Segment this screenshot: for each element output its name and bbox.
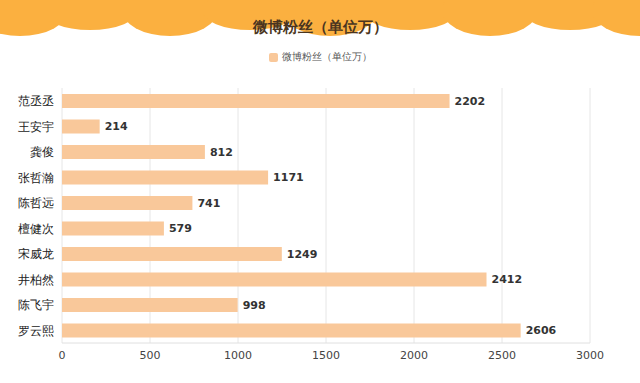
svg-text:井柏然: 井柏然 <box>18 273 54 287</box>
svg-text:1000: 1000 <box>224 349 252 362</box>
svg-text:范丞丞: 范丞丞 <box>18 94 54 108</box>
svg-text:3000: 3000 <box>576 349 604 362</box>
svg-text:陈哲远: 陈哲远 <box>18 196 54 210</box>
svg-text:741: 741 <box>197 197 220 210</box>
svg-text:1500: 1500 <box>312 349 340 362</box>
svg-text:2606: 2606 <box>526 324 557 337</box>
svg-text:宋威龙: 宋威龙 <box>18 247 54 261</box>
svg-text:王安宇: 王安宇 <box>18 120 54 134</box>
svg-text:罗云熙: 罗云熙 <box>18 324 54 338</box>
svg-text:1249: 1249 <box>287 248 318 261</box>
svg-text:2000: 2000 <box>400 349 428 362</box>
html-text:微博粉丝（单位万）: 微博粉丝（单位万） <box>252 18 388 36</box>
svg-text:1171: 1171 <box>273 171 304 184</box>
svg-text:2202: 2202 <box>455 95 486 108</box>
svg-text:檀健次: 檀健次 <box>18 222 54 236</box>
svg-text:998: 998 <box>243 299 266 312</box>
svg-text:579: 579 <box>169 222 192 235</box>
svg-text:龚俊: 龚俊 <box>30 145 54 159</box>
svg-text:2412: 2412 <box>492 273 523 286</box>
svg-text:2500: 2500 <box>488 349 516 362</box>
svg-text:812: 812 <box>210 146 233 159</box>
html-text:微博粉丝（单位万）: 微博粉丝（单位万） <box>281 51 372 62</box>
svg-text:张哲瀚: 张哲瀚 <box>18 171 54 185</box>
svg-text:0: 0 <box>59 349 66 362</box>
svg-text:214: 214 <box>105 120 128 133</box>
svg-text:500: 500 <box>140 349 161 362</box>
svg-text:陈飞宇: 陈飞宇 <box>18 298 54 312</box>
